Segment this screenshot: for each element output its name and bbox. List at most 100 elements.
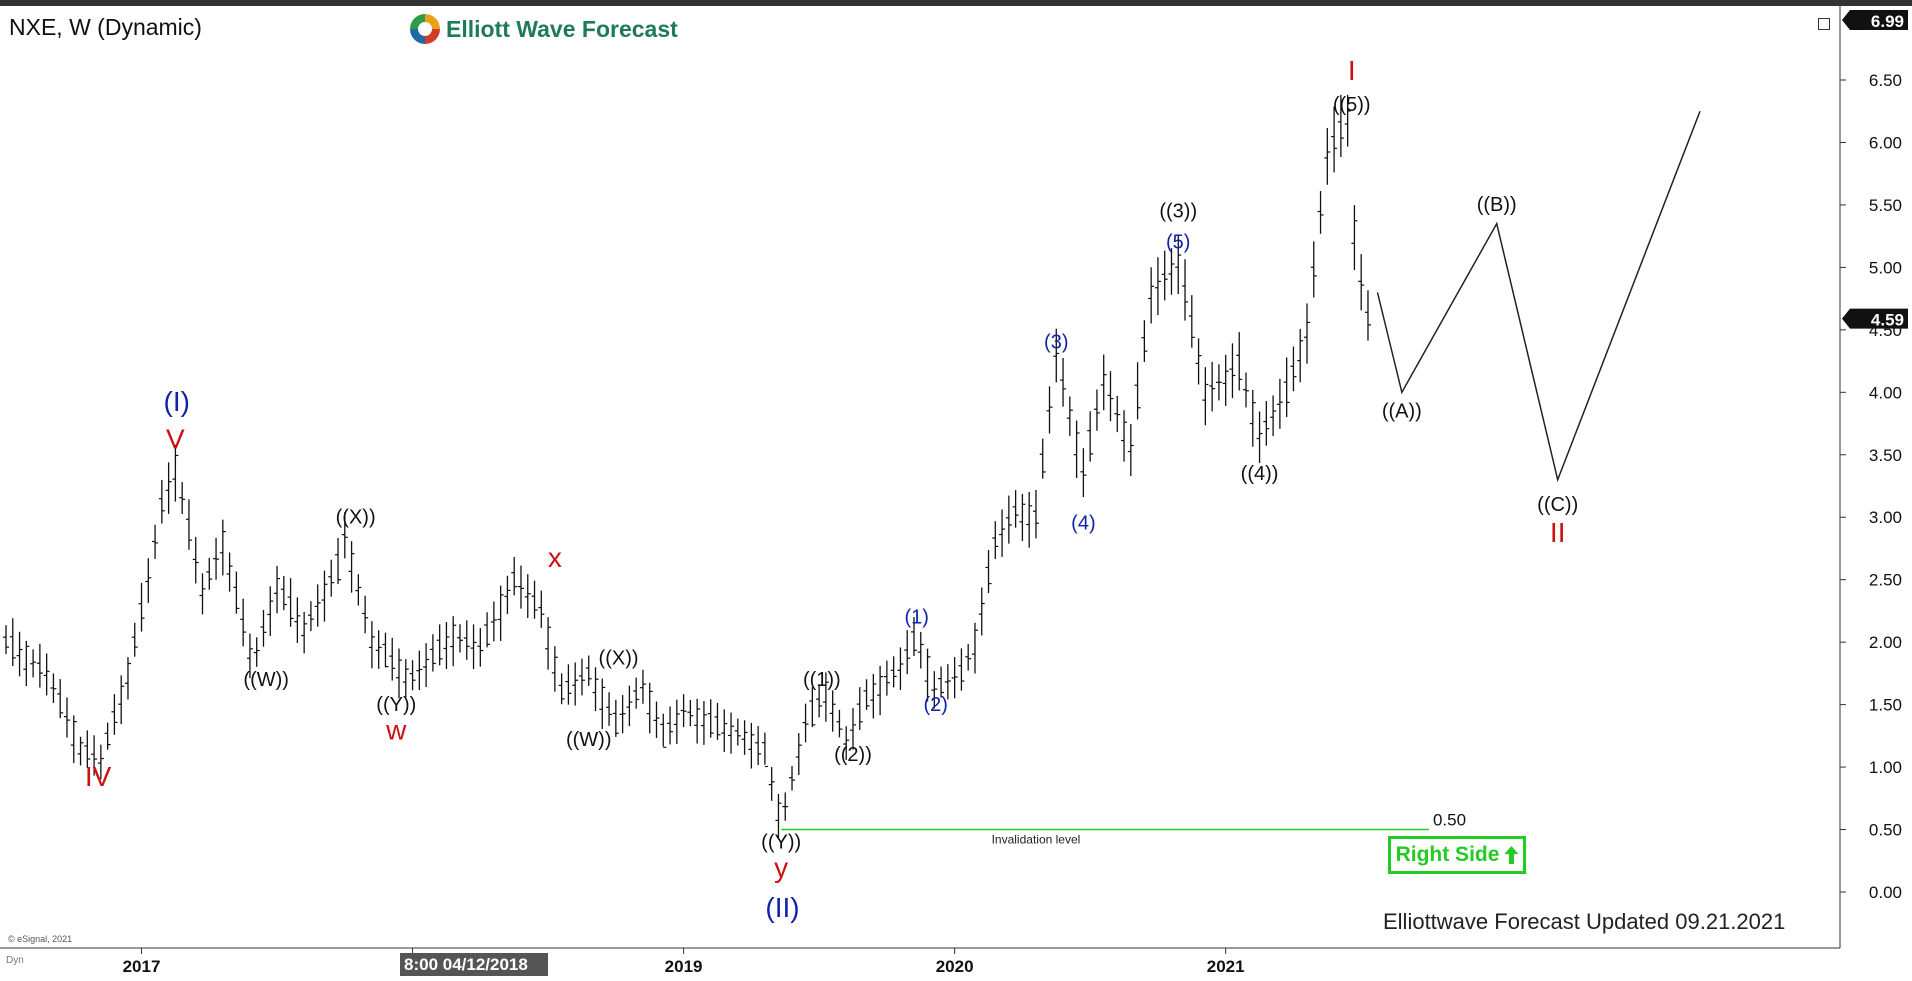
price-bar	[1012, 490, 1019, 528]
svg-text:6.99: 6.99	[1871, 12, 1904, 31]
price-bar	[335, 537, 342, 585]
price-bar	[145, 558, 152, 603]
wave-label: IV	[85, 761, 112, 792]
price-bar	[809, 686, 816, 728]
price-bar	[626, 685, 633, 727]
price-bar	[1121, 410, 1128, 462]
brand-logo: Elliott Wave Forecast	[410, 12, 678, 46]
price-bar	[233, 571, 240, 614]
price-tick-label: 5.50	[1869, 196, 1902, 215]
price-bar	[179, 482, 186, 515]
price-bar	[700, 701, 707, 745]
price-bar	[504, 575, 511, 615]
wave-label: (4)	[1071, 513, 1095, 535]
price-bar	[904, 630, 911, 675]
price-bar	[545, 617, 552, 670]
wave-label: (3)	[1044, 332, 1068, 354]
price-bar	[1134, 362, 1141, 420]
price-bar	[1005, 495, 1012, 544]
price-bar	[1276, 378, 1283, 429]
price-bar	[802, 703, 809, 743]
price-bar	[1209, 361, 1216, 412]
price-bar	[944, 664, 951, 700]
price-bar	[382, 632, 389, 668]
price-bar	[897, 647, 904, 690]
wave-label: (II)	[765, 892, 799, 923]
price-bar	[1093, 389, 1100, 431]
price-bar	[795, 733, 802, 776]
right-side-label: Right Side	[1395, 843, 1500, 866]
wave-label: ((5))	[1333, 94, 1371, 116]
price-bar	[1303, 303, 1310, 364]
axes-frame	[0, 6, 1841, 949]
price-tick-label: 1.00	[1869, 758, 1902, 777]
window-restore-icon[interactable]	[1818, 18, 1830, 30]
price-bar	[1337, 94, 1344, 158]
price-bar	[1331, 106, 1338, 173]
price-bar	[1141, 320, 1148, 362]
price-bar	[165, 462, 172, 514]
price-bar	[124, 657, 131, 700]
price-bar	[185, 499, 192, 550]
price-bar	[9, 618, 16, 666]
price-bar	[1317, 190, 1324, 234]
dyn-label: Dyn	[6, 955, 24, 966]
price-bar	[260, 609, 267, 647]
price-bar	[836, 709, 843, 738]
price-bar	[463, 620, 470, 660]
price-bar	[1107, 371, 1114, 422]
price-bar	[890, 656, 897, 688]
price-bar	[1290, 346, 1297, 392]
price-bar	[63, 697, 70, 738]
price-bar	[721, 709, 728, 753]
price-bar	[822, 672, 829, 722]
wave-label: w	[385, 715, 407, 746]
price-bar	[1229, 343, 1236, 399]
wave-label: ((A))	[1382, 400, 1422, 422]
svg-text:4.59: 4.59	[1871, 311, 1904, 330]
price-bar	[253, 637, 260, 667]
price-bar	[829, 690, 836, 732]
price-bar	[1073, 420, 1080, 478]
price-bar	[639, 669, 646, 704]
price-bar	[531, 580, 538, 619]
price-bar	[118, 675, 125, 725]
price-bar	[1100, 354, 1107, 411]
price-bar	[477, 628, 484, 667]
wave-label: ((X))	[599, 648, 639, 670]
price-bar	[856, 687, 863, 730]
price-bar	[1154, 257, 1161, 316]
invalidation-group: Invalidation level 0.50	[781, 811, 1466, 847]
price-bar	[517, 565, 524, 609]
price-bar	[36, 643, 43, 688]
top-price-tag: 6.99	[1842, 10, 1908, 31]
wave-label: ((B))	[1477, 194, 1517, 216]
price-bar	[1249, 389, 1256, 447]
price-bar	[294, 597, 301, 644]
price-bar	[985, 550, 992, 593]
price-bar	[362, 595, 369, 634]
time-axis-ticks: 201720201920202021	[123, 948, 1245, 976]
price-tick-label: 3.50	[1869, 446, 1902, 465]
price-bar	[70, 715, 77, 764]
price-bar	[1053, 328, 1060, 383]
price-bar	[714, 702, 721, 740]
price-bar	[280, 575, 287, 611]
price-bar	[965, 643, 972, 671]
price-bar	[694, 698, 701, 744]
price-bar	[951, 657, 958, 699]
top-border	[0, 0, 1912, 6]
price-bar	[999, 509, 1006, 557]
price-bar	[1032, 490, 1039, 539]
invalidation-label: Invalidation level	[992, 833, 1081, 847]
price-tick-label: 4.00	[1869, 383, 1902, 402]
price-bar	[355, 574, 362, 606]
price-bar	[816, 684, 823, 718]
price-bar	[450, 616, 457, 667]
cursor-time-label: 8:00 04/12/2018	[400, 953, 548, 976]
price-bar	[43, 653, 50, 696]
price-bar	[741, 720, 748, 755]
invalidation-value: 0.50	[1433, 811, 1466, 830]
price-bar	[680, 694, 687, 728]
